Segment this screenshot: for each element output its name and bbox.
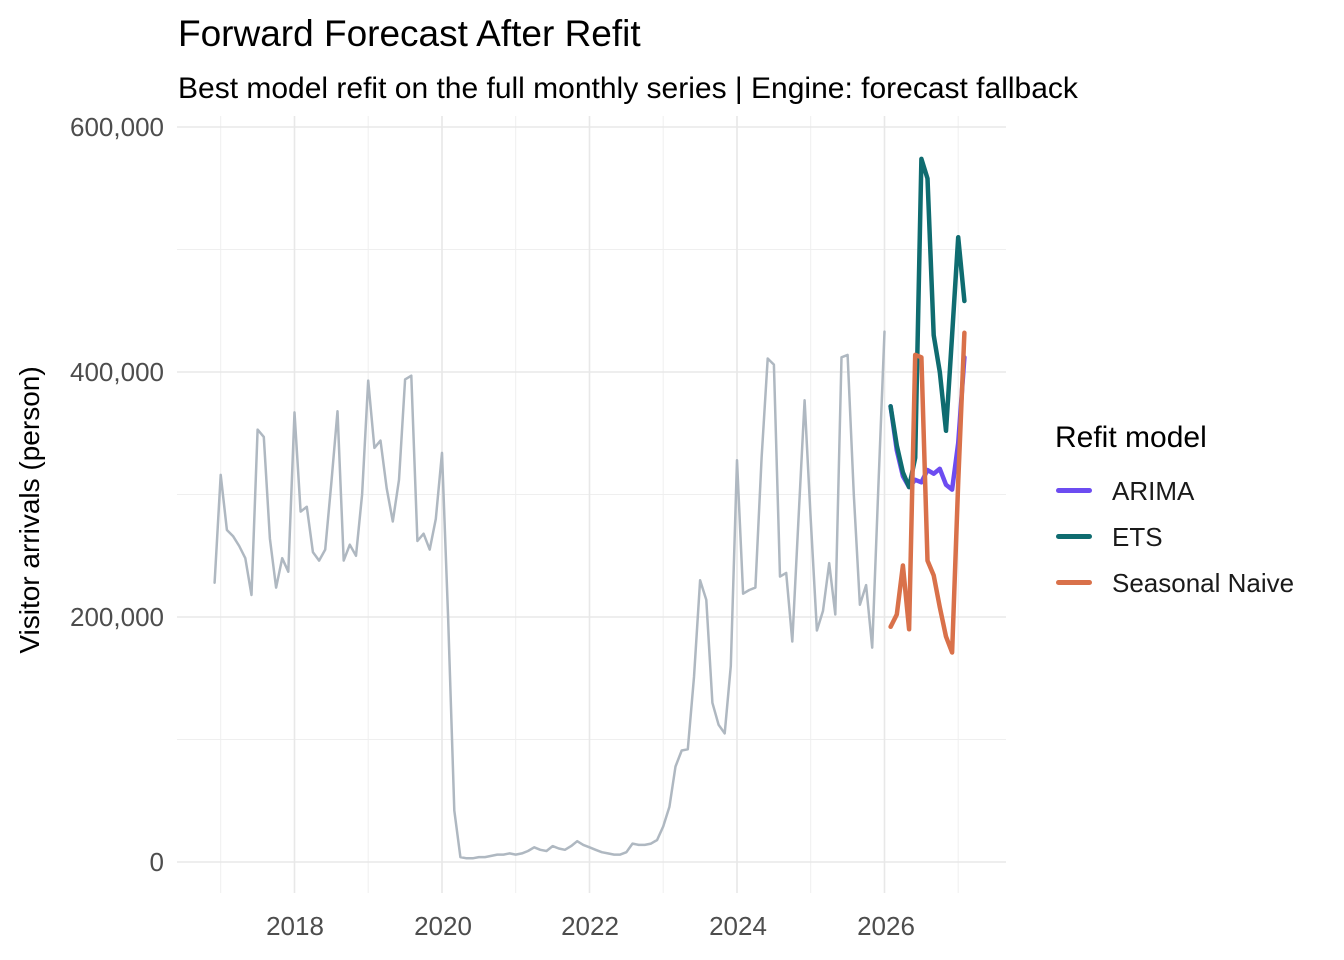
legend-label-seasonal-naive: Seasonal Naive (1112, 568, 1295, 598)
y-tick-label: 200,000 (70, 602, 164, 632)
legend-swatch-arima (1056, 488, 1092, 493)
legend-label-arima: ARIMA (1112, 476, 1195, 506)
legend-swatch-ets (1056, 534, 1092, 539)
legend-title: Refit model (1055, 421, 1207, 454)
legend-swatch-seasonal-naive (1056, 580, 1092, 585)
plot-subtitle: Best model refit on the full monthly ser… (178, 72, 1078, 105)
x-tick-label: 2022 (561, 911, 619, 941)
x-tick-label: 2018 (266, 911, 324, 941)
legend-label-ets: ETS (1112, 522, 1163, 552)
x-tick-label: 2026 (857, 911, 915, 941)
x-tick-label: 2024 (709, 911, 767, 941)
x-tick-label: 2020 (414, 911, 472, 941)
plot-title: Forward Forecast After Refit (178, 13, 641, 54)
y-tick-label: 600,000 (70, 112, 164, 142)
y-tick-label: 0 (149, 847, 164, 877)
y-tick-label: 400,000 (70, 357, 164, 387)
